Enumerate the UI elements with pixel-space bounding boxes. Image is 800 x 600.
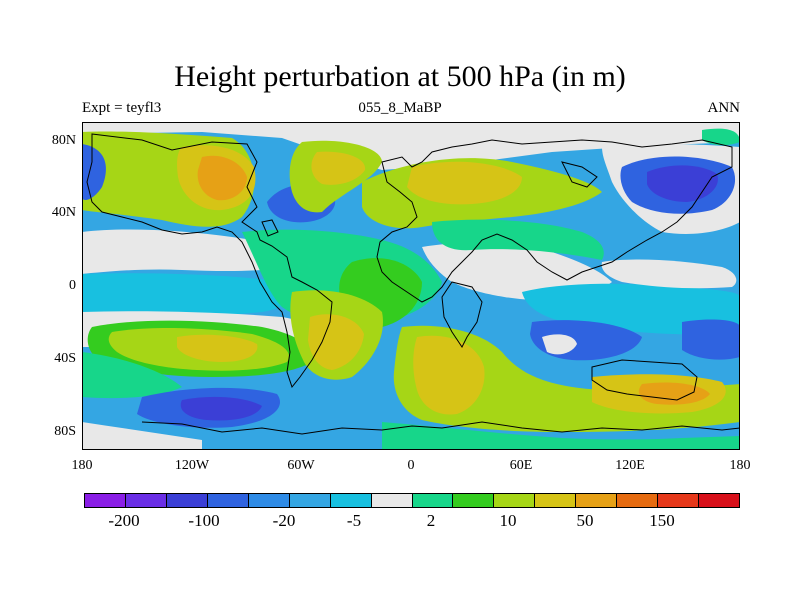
colorbar-swatch [494,494,536,507]
field-region [180,396,262,421]
height-perturbation-map [82,122,740,450]
lon-tick-label: 0 [407,458,415,473]
colorbar-swatch [658,494,700,507]
lon-tick-label: 60W [287,458,315,473]
colorbar-swatch [535,494,577,507]
lat-tick-label: 80S [54,424,76,439]
colorbar-label: 50 [576,511,594,530]
colorbar-swatch [576,494,618,507]
field-region [177,334,258,362]
lon-tick-label: 180 [71,458,93,473]
field-region [432,219,604,260]
field-region [82,273,293,316]
field-region [197,155,247,201]
period-label: 055_8_MaBP [358,100,442,116]
field-region [682,319,740,360]
field-region [407,161,522,205]
colorbar-label: -200 [108,511,140,530]
experiment-label: Expt = teyfl3 [82,100,162,116]
coastline-overlay [86,133,740,435]
lat-tick-label: 80N [51,133,76,148]
field-region [702,128,740,146]
lat-tick-label: 40N [51,205,76,220]
lon-tick-label: 120E [615,458,645,473]
lon-tick-label: 120W [174,458,210,473]
colorbar-label: 2 [426,511,436,530]
colorbar-label: -100 [188,511,220,530]
colorbar-swatch [207,494,249,507]
field-region [82,422,202,450]
colorbar-swatch [699,494,739,507]
field-region [413,335,485,415]
colorbar-swatch [330,494,372,507]
colorbar-label: 150 [649,511,675,530]
lon-tick-label: 180 [729,458,751,473]
field-region [82,352,182,399]
field-region [308,314,364,370]
colorbar-swatch [453,494,495,507]
field-region [542,334,577,355]
colorbar-swatch [289,494,331,507]
field-region [647,165,718,202]
colorbar-label: -20 [272,511,296,530]
colorbar-swatch [412,494,454,507]
colorbar-swatch [166,494,208,507]
map-frame [82,122,740,450]
colorbar-label: 10 [499,511,517,530]
season-label: ANN [707,100,741,116]
colorbar-swatch [617,494,659,507]
colorbar-swatch [125,494,167,507]
colorbar-swatch [85,494,126,507]
field-region [638,382,710,405]
field-region [82,122,740,170]
map-panel [82,122,740,450]
field-region [382,422,740,450]
lat-tick-label: 0 [69,278,76,293]
field-region [601,259,737,289]
colorbar-swatch [248,494,290,507]
colorbar-label: -5 [346,511,362,530]
colorbar [84,493,740,508]
lon-tick-label: 60E [509,458,533,473]
plot-title: Height perturbation at 500 hPa (in m) [174,60,626,93]
colorbar-swatch [371,494,413,507]
lat-tick-label: 40S [54,351,76,366]
field-region [311,151,366,185]
